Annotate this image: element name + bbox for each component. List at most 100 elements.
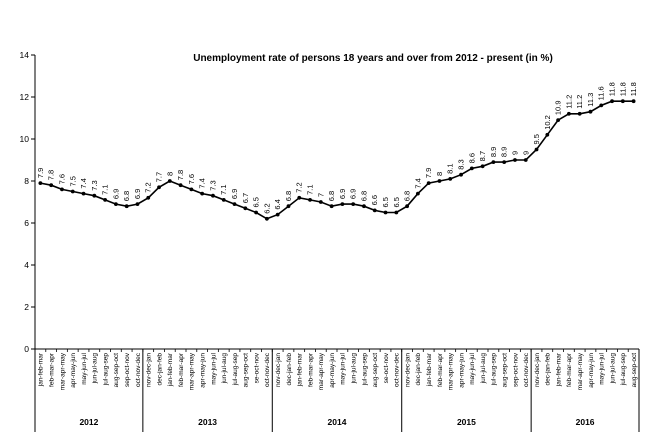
data-point	[167, 179, 172, 183]
data-label: 7.8	[47, 170, 56, 180]
x-category-label: nov-dec-jan	[275, 353, 282, 387]
x-category-label: feb-mar-apr	[307, 352, 314, 387]
y-tick-label: 4	[24, 260, 29, 270]
x-category-label: apr-may-jun	[70, 353, 77, 388]
year-label: 2016	[576, 417, 595, 427]
data-point	[308, 198, 312, 202]
data-point	[189, 187, 194, 192]
x-category-label: jan-feb-mar	[297, 352, 304, 387]
y-tick-label: 2	[24, 302, 29, 312]
y-tick-label: 6	[24, 218, 29, 228]
x-category-label: aug-sep-oct	[631, 353, 638, 388]
x-axis	[34, 348, 640, 432]
data-label: 7.6	[57, 174, 66, 184]
x-category-label: aug-sep-oct	[501, 353, 508, 388]
x-category-label: jun-jul-aug	[609, 353, 616, 385]
data-label: 6.2	[262, 203, 271, 213]
data-point	[631, 99, 636, 104]
data-label: 9	[521, 151, 530, 155]
y-tick-label: 12	[20, 92, 30, 102]
data-label: 7.2	[144, 182, 153, 192]
x-category-label: aug-sep-oct	[372, 353, 379, 388]
data-point	[351, 202, 356, 207]
data-point	[254, 210, 259, 215]
data-point	[480, 164, 485, 169]
year-label: 2015	[457, 417, 476, 427]
data-label: 11.3	[586, 93, 595, 107]
data-label: 9	[510, 151, 519, 155]
data-point	[340, 202, 345, 207]
data-label: 11.8	[608, 82, 617, 96]
data-point	[49, 183, 54, 188]
data-label: 9.5	[532, 134, 541, 144]
data-point	[275, 212, 280, 217]
data-label: 10.2	[543, 115, 552, 130]
data-label: 6.9	[349, 189, 358, 199]
data-point	[178, 183, 183, 188]
x-category-label: mar-apr-may	[189, 352, 196, 390]
data-label: 7.4	[413, 178, 422, 188]
data-label: 7.1	[306, 184, 315, 194]
data-point	[610, 99, 614, 104]
x-category-label: sep-oct-nov	[512, 352, 519, 387]
data-point	[620, 99, 625, 104]
data-point	[92, 193, 97, 198]
data-point	[286, 204, 291, 209]
x-category-label: may-jun-jul	[469, 352, 476, 384]
data-point	[264, 216, 269, 221]
data-point	[459, 172, 463, 177]
x-category-label: dec-jan-feb	[545, 353, 552, 386]
data-point	[200, 191, 205, 196]
data-point	[566, 111, 571, 116]
data-point	[523, 158, 528, 162]
data-label: 6.4	[273, 199, 282, 209]
data-label: 6.9	[230, 189, 239, 199]
x-category-label: apr-may-jun	[588, 353, 595, 388]
x-category-label: may-jun-jul	[81, 352, 88, 384]
x-category-label: apr-may-jun	[329, 353, 336, 388]
x-category-label: aug-sep-oct	[113, 353, 120, 388]
x-category-label: dec-jan-feb	[156, 353, 163, 386]
data-point	[103, 198, 108, 202]
data-point	[437, 179, 442, 183]
x-category-label: feb-mar-apr	[566, 352, 573, 387]
data-labels: 7.9 7.8 7.6 7.5 7.4 7.3 7.1 6.9 6.8 6.97.27.7 8 7.8…	[36, 82, 638, 214]
data-point	[556, 118, 561, 122]
x-category-label: apr-may-jun	[199, 353, 206, 388]
data-point	[577, 111, 582, 116]
series-unemployment-rate	[38, 99, 636, 221]
x-category-label: aug-sep-oct	[243, 353, 250, 388]
data-label: 8.1	[446, 163, 455, 173]
data-point	[513, 158, 517, 162]
data-label: 8.6	[467, 153, 476, 163]
data-point	[135, 202, 140, 207]
data-label: 6.8	[359, 191, 368, 201]
x-category-label: jun-jul-aug	[221, 353, 228, 385]
data-label: 7.2	[295, 182, 304, 192]
data-label: 7	[316, 193, 325, 197]
x-category-label: jun-jul-aug	[350, 353, 357, 385]
data-point	[469, 166, 474, 171]
x-category-label: jul-aug-sep	[491, 353, 498, 387]
data-point	[211, 193, 215, 198]
data-point	[545, 132, 550, 137]
data-point	[124, 204, 129, 209]
data-point	[221, 198, 226, 202]
data-point	[38, 181, 43, 186]
data-label: 7.7	[155, 172, 164, 182]
data-label: 6.9	[111, 189, 120, 199]
data-point	[329, 204, 334, 209]
x-category-label: se-oct-nov	[383, 352, 390, 383]
data-label: 8.9	[489, 147, 498, 157]
data-label: 6.6	[370, 195, 379, 205]
data-label: 6.8	[327, 191, 336, 201]
x-category-label: mar-apr-may	[577, 352, 584, 390]
data-point	[81, 191, 86, 196]
x-category-label: oct-nov-dec	[264, 352, 271, 387]
data-label: 11.2	[575, 95, 584, 109]
x-category-label: feb-mar-apr	[437, 352, 444, 387]
data-label: 6.8	[284, 191, 293, 201]
data-label: 8.3	[457, 159, 466, 169]
year-label: 2013	[198, 417, 217, 427]
